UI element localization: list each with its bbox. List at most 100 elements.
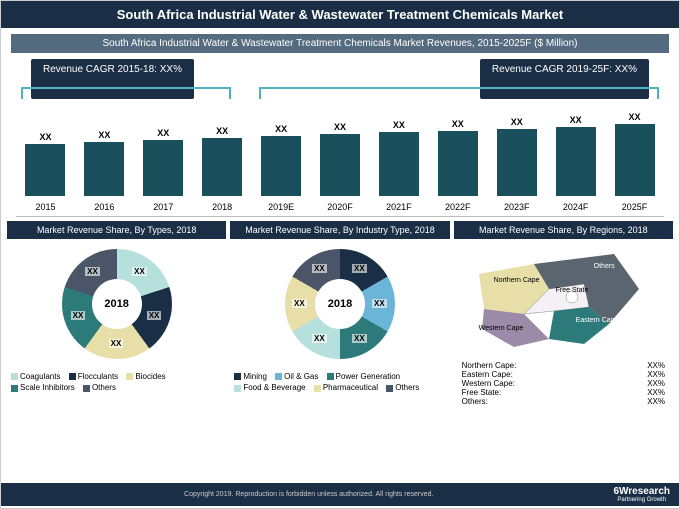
legend-item: Others [386, 382, 419, 393]
donut-1-wrap: 2018 XXXXXXXXXX [7, 239, 226, 369]
map-label-ec: Eastern Cape [576, 317, 619, 324]
bar [497, 129, 537, 196]
bar-year: 2018 [212, 202, 232, 212]
legend-item: Oil & Gas [275, 371, 318, 382]
region-row: Free State:XX% [462, 388, 665, 397]
bar-year: 2019E [268, 202, 294, 212]
legend-item: Flocculants [69, 371, 118, 382]
bar-value: XX [157, 128, 169, 138]
bar [202, 138, 242, 196]
map-wrap: Northern Cape Free State Eastern Cape We… [454, 239, 673, 359]
region-row: Eastern Cape:XX% [462, 370, 665, 379]
legend-item: Food & Beverage [234, 382, 305, 393]
brand-logo: 6Wresearch Partnering Growth [613, 486, 676, 503]
bar [25, 144, 65, 196]
bar-year: 2020F [327, 202, 353, 212]
bar-value: XX [275, 124, 287, 134]
legend-item: Pharmaceutical [314, 382, 378, 393]
bar-col: XX 2019E [257, 124, 305, 212]
legend-item: Scale Inhibitors [11, 382, 75, 393]
bar-col: XX 2016 [80, 130, 128, 212]
bar [320, 134, 360, 196]
donut-1-center: 2018 [92, 279, 142, 329]
bar-year: 2025F [622, 202, 648, 212]
segment-label: XX [109, 339, 124, 348]
bar-chart: XX2015XX2016XX2017XX2018XX2019EXX2020FXX… [1, 107, 679, 212]
sa-map-icon [454, 239, 664, 359]
bar [438, 131, 478, 196]
donut-2-wrap: 2018 XXXXXXXXXXXX [230, 239, 449, 369]
subtitle-banner: South Africa Industrial Water & Wastewat… [11, 34, 669, 53]
infographic-container: South Africa Industrial Water & Wastewat… [0, 0, 680, 509]
panel-title-3: Market Revenue Share, By Regions, 2018 [454, 221, 673, 239]
legend-item: Biocides [126, 371, 165, 382]
bar-col: XX 2025F [611, 112, 659, 212]
bar-col: XX 2017 [139, 128, 187, 212]
copyright: Copyright 2019. Reproduction is forbidde… [4, 491, 613, 498]
region-row: Western Cape:XX% [462, 379, 665, 388]
segment-label: XX [352, 334, 367, 343]
bracket-right [259, 87, 659, 99]
region-list: Northern Cape:XX%Eastern Cape:XX%Western… [454, 359, 673, 408]
segment-label: XX [292, 299, 307, 308]
main-title: South Africa Industrial Water & Wastewat… [1, 1, 679, 28]
bar-col: XX2015 [21, 132, 69, 212]
donut-chart-2: 2018 XXXXXXXXXXXX [285, 249, 395, 359]
bar-year: 2024F [563, 202, 589, 212]
bracket-left [21, 87, 231, 99]
bar [143, 140, 183, 196]
segment-label: XX [85, 267, 100, 276]
bar-year: 2015 [35, 202, 55, 212]
panel-title-1: Market Revenue Share, By Types, 2018 [7, 221, 226, 239]
bar-value: XX [629, 112, 641, 122]
region-row: Northern Cape:XX% [462, 361, 665, 370]
bar-value: XX [216, 126, 228, 136]
panel-regions: Market Revenue Share, By Regions, 2018 N… [454, 221, 673, 408]
bar-value: XX [570, 115, 582, 125]
segment-label: XX [352, 264, 367, 273]
legend-item: Mining [234, 371, 267, 382]
donut-2-center: 2018 [315, 279, 365, 329]
bar [84, 142, 124, 196]
bar [379, 132, 419, 196]
panel-title-2: Market Revenue Share, By Industry Type, … [230, 221, 449, 239]
region-row: Others:XX% [462, 397, 665, 406]
bottom-panels: Market Revenue Share, By Types, 2018 201… [1, 217, 679, 408]
footer: Copyright 2019. Reproduction is forbidde… [1, 483, 679, 506]
bar-value: XX [334, 122, 346, 132]
map-label-wc: Western Cape [479, 325, 524, 332]
segment-label: XX [132, 267, 147, 276]
cagr-row: Revenue CAGR 2015-18: XX% Revenue CAGR 2… [1, 59, 679, 99]
logo-tagline: Partnering Growth [613, 497, 670, 503]
legend-1: Coagulants Flocculants Biocides Scale In… [7, 369, 226, 395]
bar [615, 124, 655, 196]
bar-value: XX [98, 130, 110, 140]
segment-label: XX [312, 264, 327, 273]
legend-2: Mining Oil & Gas Power Generation Food &… [230, 369, 449, 395]
bar-value: XX [511, 117, 523, 127]
bar-year: 2022F [445, 202, 471, 212]
segment-label: XX [71, 311, 86, 320]
map-label-ot: Others [594, 263, 615, 270]
legend-item: Others [83, 382, 116, 393]
logo-text: 6Wresearch [613, 486, 670, 497]
segment-label: XX [312, 334, 327, 343]
map-label-fs: Free State [556, 287, 589, 294]
bar-col: XX 2020F [316, 122, 364, 212]
legend-item: Power Generation [327, 371, 400, 382]
bar-col: XX 2018 [198, 126, 246, 212]
panel-types: Market Revenue Share, By Types, 2018 201… [7, 221, 226, 408]
bar-year: 2017 [153, 202, 173, 212]
bar-col: XX 2022F [434, 119, 482, 212]
donut-chart-1: 2018 XXXXXXXXXX [62, 249, 172, 359]
bar-year: 2016 [94, 202, 114, 212]
bar-value: XX [452, 119, 464, 129]
panel-industry: Market Revenue Share, By Industry Type, … [230, 221, 449, 408]
bar-year: 2021F [386, 202, 412, 212]
bar [261, 136, 301, 196]
bar-col: XX 2023F [493, 117, 541, 212]
bar-col: XX2021F [375, 120, 423, 212]
legend-item: Coagulants [11, 371, 60, 382]
map-label-nc: Northern Cape [494, 277, 540, 284]
bar-year: 2023F [504, 202, 530, 212]
